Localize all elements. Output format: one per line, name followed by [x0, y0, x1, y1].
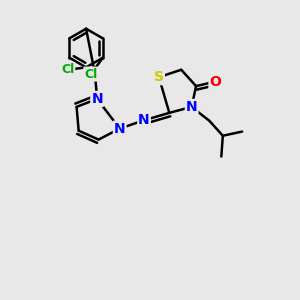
Text: N: N	[138, 113, 150, 127]
Text: Cl: Cl	[61, 63, 74, 76]
Text: Cl: Cl	[84, 68, 98, 81]
Text: N: N	[91, 92, 103, 106]
Text: O: O	[209, 75, 221, 88]
Text: S: S	[154, 70, 164, 84]
Text: N: N	[114, 122, 125, 136]
Text: N: N	[186, 100, 197, 114]
